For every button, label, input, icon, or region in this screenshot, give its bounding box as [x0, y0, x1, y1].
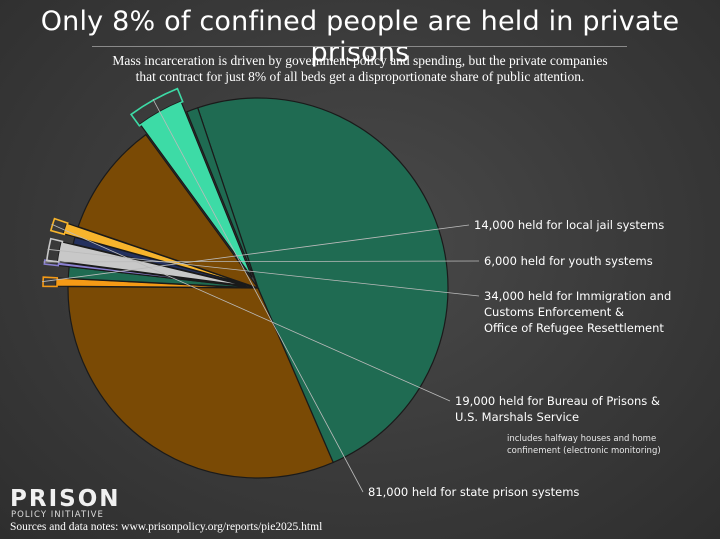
label-local-jails: 14,000 held for local jail systems — [474, 218, 664, 232]
subtitle-line-2: that contract for just 8% of all beds ge… — [135, 69, 585, 84]
title-divider — [92, 46, 627, 47]
chart-title: Only 8% of confined people are held in p… — [40, 6, 680, 68]
slice-state-prisons-private-outline — [129, 87, 184, 127]
label-youth: 6,000 held for youth systems — [484, 254, 653, 268]
slice-immigration-private-outline — [45, 237, 64, 263]
label-federal-note: includes halfway houses and home confinem… — [507, 434, 661, 456]
slice-local-jails-public — [67, 285, 334, 479]
subtitle-line-1: Mass incarceration is driven by governme… — [112, 53, 608, 68]
source-note: Sources and data notes: www.prisonpolicy… — [10, 521, 323, 533]
slice-state-prisons-public-2 — [186, 107, 259, 289]
chart-subtitle: Mass incarceration is driven by governme… — [60, 53, 660, 85]
slice-youth-private-outline — [43, 259, 60, 267]
pie-slices — [55, 97, 449, 479]
slice-federal-public — [77, 133, 260, 290]
label-immigration-leader — [47, 248, 480, 297]
label-federal-leader — [51, 223, 451, 402]
label-local-jails-leader — [42, 224, 470, 283]
leader-lines — [42, 99, 480, 493]
label-youth-leader — [43, 260, 480, 263]
logo-prison: PRISON — [10, 486, 121, 512]
label-state-prisons-leader — [152, 99, 364, 493]
slice-labels: 14,000 held for local jail systems 6,000 … — [368, 218, 671, 499]
label-state-prisons: 81,000 held for state prison systems — [368, 485, 579, 499]
logo-policy-initiative: POLICY INITIATIVE — [11, 510, 104, 520]
label-immigration: 34,000 held for Immigration and Customs E… — [484, 289, 671, 335]
slice-local-jails-private-outline — [42, 276, 59, 288]
slice-state-prisons-public — [196, 97, 449, 464]
label-federal: 19,000 held for Bureau of Prisons & U.S. … — [455, 394, 660, 424]
